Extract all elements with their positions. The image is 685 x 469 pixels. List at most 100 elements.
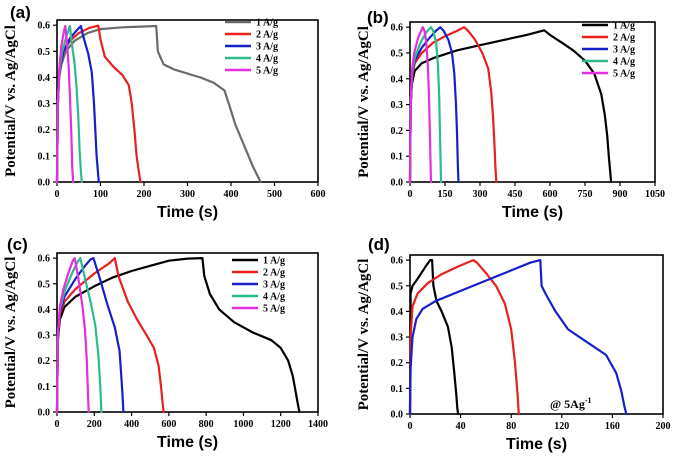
x-axis-label: Time (s): [502, 204, 563, 221]
series-line-3: [408, 259, 628, 416]
x-axis-label: Time (s): [157, 434, 218, 451]
y-tick-label: 0.6: [38, 21, 51, 32]
x-tick-label: 0: [408, 421, 413, 432]
x-axis-label: Time (s): [506, 436, 567, 453]
y-tick-label: 0.1: [391, 152, 404, 163]
legend-entry: 1 A/g: [613, 21, 635, 32]
y-axis-label: Potential/V vs. Ag/AgCl: [3, 257, 19, 409]
legend-entry: 4 A/g: [263, 292, 285, 303]
legend-entry: 2 A/g: [256, 30, 278, 41]
y-tick-label: 0.3: [391, 100, 404, 111]
x-tick-label: 0: [55, 189, 60, 200]
y-tick-label: 0.4: [391, 307, 404, 318]
x-tick-label: 800: [199, 419, 214, 430]
legend-entry: 3 A/g: [263, 280, 285, 291]
x-tick-label: 1000: [233, 419, 253, 430]
y-tick-label: 0.4: [38, 305, 51, 316]
y-tick-label: 0.5: [38, 279, 51, 290]
y-tick-label: 0.1: [38, 151, 51, 162]
panel-a: 0 100 200 300 400 500 600 0.0 0.1 0.2 0.3 0.4 0.5 0.6…: [3, 3, 326, 221]
legend-entry: 4 A/g: [613, 57, 635, 68]
series-line-1: [55, 257, 301, 414]
legend-entry: 5 A/g: [263, 304, 285, 315]
y-tick-label: 0.4: [391, 74, 404, 85]
x-tick-label: 400: [224, 189, 239, 200]
legend: 1 A/g2 A/g3 A/g4 A/g5 A/g: [232, 256, 285, 315]
x-tick-label: 0: [408, 189, 413, 200]
y-tick-label: 0.1: [38, 382, 51, 393]
y-tick-label: 0.0: [391, 178, 404, 189]
y-tick-label: 0.2: [391, 358, 404, 369]
x-tick-label: 750: [578, 189, 593, 200]
legend: 1 A/g2 A/g3 A/g4 A/g5 A/g: [582, 21, 635, 80]
legend-entry: 1 A/g: [256, 18, 278, 29]
x-tick-label: 1200: [271, 419, 291, 430]
y-tick-label: 0.5: [38, 47, 51, 58]
x-tick-label: 400: [124, 419, 139, 430]
x-tick-label: 1050: [645, 189, 665, 200]
series-line-1: [408, 259, 460, 416]
panel-label: (b): [367, 8, 389, 27]
x-tick-label: 300: [473, 189, 488, 200]
y-tick-label: 0.0: [391, 410, 404, 421]
series-line-1: [408, 29, 613, 184]
x-tick-label: 600: [311, 189, 326, 200]
y-tick-label: 0.0: [38, 408, 51, 419]
series-line-2: [55, 257, 165, 414]
x-tick-label: 450: [508, 189, 523, 200]
x-tick-label: 200: [656, 421, 671, 432]
x-axis-label: Time (s): [157, 204, 218, 221]
y-tick-label: 0.3: [38, 331, 51, 342]
x-tick-label: 100: [93, 189, 108, 200]
y-tick-label: 0.2: [391, 126, 404, 137]
y-tick-label: 0.3: [38, 99, 51, 110]
panel-c: 0 200 400 600 800 1000 1200 1400 0.0 0.1 0.2 0.3 0.4…: [3, 235, 328, 451]
legend-entry: 5 A/g: [256, 66, 278, 77]
panel-d: 0 40 80 120 160 200 0.0 0.1 0.2 0.3 0.4 0.5 0.6 Time …: [356, 235, 671, 453]
x-tick-label: 500: [267, 189, 282, 200]
legend-entry: 5 A/g: [613, 69, 635, 80]
legend-entry: 2 A/g: [613, 33, 635, 44]
y-axis-label: Potential/V vs. Ag/AgCl: [356, 26, 372, 178]
y-tick-label: 0.5: [391, 281, 404, 292]
x-tick-label: 300: [180, 189, 195, 200]
y-tick-label: 0.4: [38, 73, 51, 84]
panel-b: 0 150 300 450 600 750 900 1050 0.0 0.1 0.2 0.3 0.4 0.…: [356, 8, 665, 221]
legend-entry: 1 A/g: [263, 256, 285, 267]
series-line-2: [408, 259, 520, 416]
x-tick-label: 1400: [308, 419, 328, 430]
y-axis-label: Potential/V vs. Ag/AgCl: [3, 25, 19, 177]
x-tick-label: 40: [456, 421, 466, 432]
y-tick-label: 0.0: [38, 178, 51, 189]
x-tick-label: 120: [554, 421, 569, 432]
y-tick-label: 0.2: [38, 356, 51, 367]
x-tick-label: 200: [137, 189, 152, 200]
y-tick-label: 0.6: [391, 23, 404, 34]
x-tick-label: 600: [161, 419, 176, 430]
y-tick-label: 0.1: [391, 384, 404, 395]
y-tick-label: 0.5: [391, 48, 404, 59]
y-tick-label: 0.3: [391, 333, 404, 344]
plot-frame: [409, 254, 664, 415]
x-tick-label: 0: [55, 419, 60, 430]
panel-label: (c): [7, 235, 28, 254]
panel-label: (a): [10, 3, 31, 22]
y-tick-label: 0.6: [38, 254, 51, 265]
y-axis-label: Potential/V vs. Ag/AgCl: [356, 259, 372, 411]
series-line-5: [55, 257, 90, 414]
x-tick-label: 150: [438, 189, 453, 200]
annotation-superscript: -1: [585, 396, 592, 405]
x-tick-label: 900: [613, 189, 628, 200]
series-line-5: [55, 24, 75, 184]
x-tick-label: 160: [605, 421, 620, 432]
legend: 1 A/g2 A/g3 A/g4 A/g5 A/g: [225, 18, 278, 77]
x-tick-label: 200: [87, 419, 102, 430]
y-tick-label: 0.6: [391, 256, 404, 267]
legend-entry: 2 A/g: [263, 268, 285, 279]
panel-label: (d): [368, 235, 390, 254]
legend-entry: 3 A/g: [613, 45, 635, 56]
x-tick-label: 80: [506, 421, 516, 432]
y-tick-label: 0.2: [38, 125, 51, 136]
